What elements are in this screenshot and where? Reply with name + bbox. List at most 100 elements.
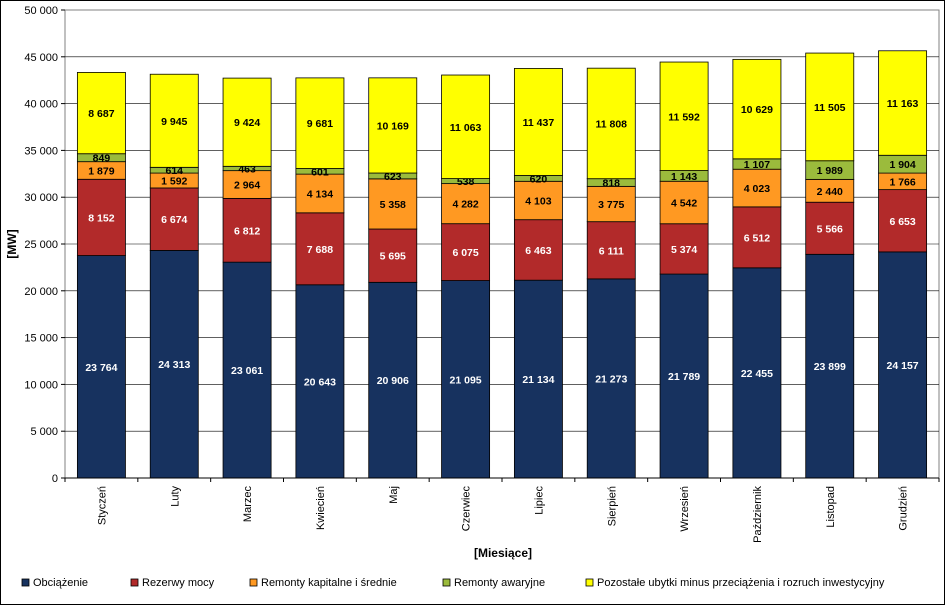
data-label: 11 592 [668,111,700,123]
bar-segment [659,61,709,171]
data-label: 11 063 [450,122,482,134]
legend-label: Pozostałe ubytki minus przeciążenia i ro… [597,577,885,589]
data-label: 6 111 [599,245,624,257]
bar-segment [659,223,709,275]
y-tick-label: 20 000 [24,286,58,298]
y-tick-label: 5 000 [30,426,58,438]
data-label: 1 143 [671,171,697,183]
legend-swatch [249,578,258,587]
data-label: 4 023 [744,183,770,195]
data-label: 21 789 [668,371,700,383]
data-label: 3 775 [598,199,624,211]
data-label: 538 [457,176,475,188]
bar-segment [222,261,272,479]
data-label: 1 107 [744,159,770,171]
bar-segment [295,77,345,169]
data-label: 5 695 [380,251,406,263]
bar-segment [441,74,491,179]
data-label: 623 [384,171,402,183]
bar-segment [659,180,709,225]
legend-swatch [130,578,139,587]
y-tick-label: 25 000 [24,239,58,251]
data-label: 4 542 [671,197,697,209]
x-tick-label: Czerwiec [461,486,473,532]
bar-segment [805,201,855,255]
bar-segment [149,250,199,479]
data-label: 10 169 [377,120,409,132]
bar-segment [586,67,636,180]
x-tick-label: Maj [388,486,400,504]
y-tick-label: 50 000 [24,5,58,17]
data-label: 23 061 [231,365,263,377]
bar-segment [513,219,563,281]
legend-swatch [442,578,451,587]
y-tick-label: 15 000 [24,333,58,345]
data-label: 6 812 [234,225,260,237]
data-label: 1 989 [817,165,843,177]
data-label: 9 424 [234,117,260,129]
data-label: 10 629 [741,104,773,116]
bar-segment [295,212,345,286]
bar-segment [441,183,491,225]
data-label: 11 505 [814,102,846,114]
data-label: 620 [530,173,548,185]
bar-segment [732,58,782,160]
data-label: 601 [311,166,329,178]
bar-segment [149,73,199,168]
data-label: 4 103 [525,195,551,207]
x-tick-label: Wrzesień [679,486,691,532]
data-label: 7 688 [307,244,333,256]
data-label: 4 134 [307,188,333,200]
bar-segment [441,280,491,479]
data-label: 5 566 [817,223,843,235]
bar-segment [368,178,418,230]
gridlines [65,56,939,432]
data-label: 6 075 [452,247,478,259]
data-label: 5 374 [671,244,697,256]
data-label: 2 964 [234,180,260,192]
x-tick-label: Kwiecień [315,486,327,530]
bar-segment [222,170,272,199]
data-label: 24 313 [158,359,190,371]
bar-segment [732,168,782,208]
legend-label: Rezerwy mocy [142,577,215,589]
data-label: 20 906 [377,375,409,387]
x-tick-label: Luty [169,486,181,507]
bar-segment [732,206,782,269]
x-axis-ticks: Styczeń Luty Marzec Kwiecień Maj Czerwiec Lipi… [64,477,940,543]
data-label: 1 592 [161,176,187,188]
bar-segment [878,50,928,156]
data-label: 8 687 [88,108,114,120]
data-label: 6 653 [889,216,915,228]
bar-segment [76,255,126,479]
bar-segment [878,251,928,479]
bar-segment [76,178,126,256]
data-label: 849 [93,153,111,165]
x-tick-label: Sierpień [606,486,618,526]
y-tick-label: 0 [52,473,58,485]
data-label: 1 766 [889,176,915,188]
legend-label: Remonty awaryjne [454,577,545,589]
bar-segment [513,279,563,479]
data-label: 614 [165,165,183,177]
legend-swatch [585,578,594,587]
bar-segment [586,185,636,223]
data-label: 23 764 [85,362,117,374]
bar-segment [76,72,126,155]
data-label: 1 904 [889,159,915,171]
data-label: 11 163 [887,98,919,110]
y-tick-label: 30 000 [24,192,58,204]
legend-swatch [21,578,30,587]
y-tick-label: 35 000 [24,145,58,157]
data-label: 4 282 [452,199,478,211]
data-label: 6 512 [744,232,770,244]
data-label: 24 157 [887,360,919,372]
data-label: 22 455 [741,368,773,380]
data-label: 5 358 [380,199,406,211]
bar-segment [368,77,418,174]
x-axis-title: [Miesiące] [474,546,532,560]
data-label: 818 [602,178,620,190]
y-tick-label: 10 000 [24,379,58,391]
